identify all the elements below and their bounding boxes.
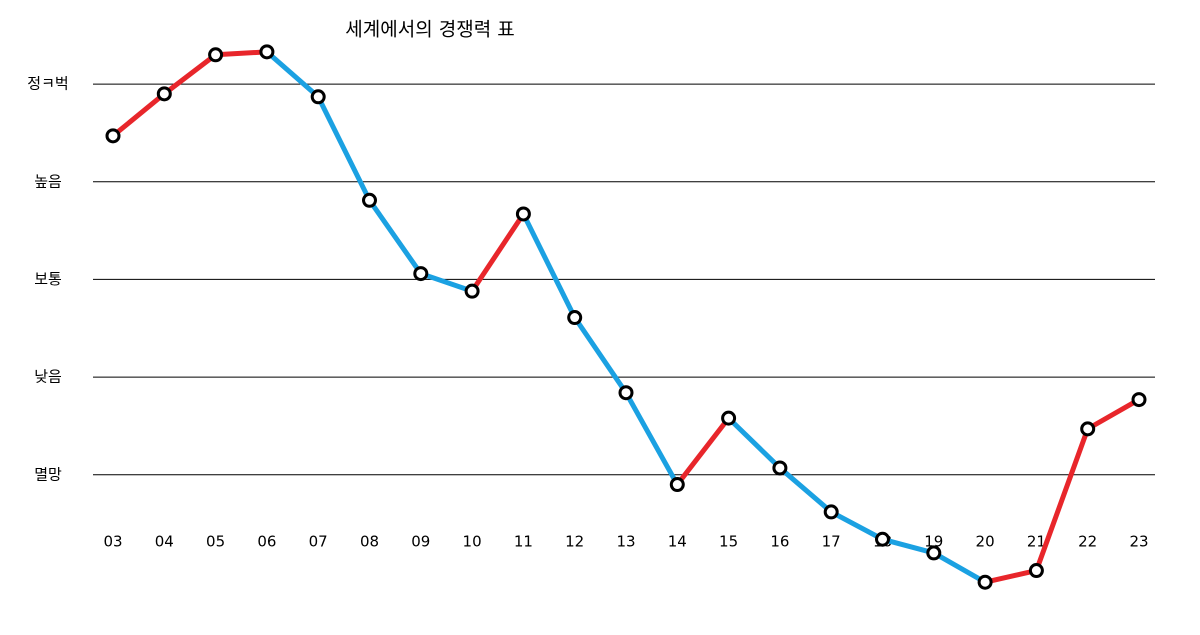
line-segment [674, 415, 732, 488]
y-tick-label: 정ㅋ벅 [27, 75, 68, 93]
data-point [669, 477, 685, 493]
data-point [413, 266, 429, 282]
line-segment [161, 52, 219, 97]
data-point [721, 410, 737, 426]
line-segment [110, 91, 167, 139]
x-tick-label: 04 [155, 533, 174, 551]
x-tick-label: 09 [411, 533, 430, 551]
x-tick-label: 10 [463, 533, 482, 551]
data-point [259, 44, 275, 60]
x-tick-label: 20 [976, 533, 995, 551]
x-tick-label: 08 [360, 533, 379, 551]
data-point [772, 460, 788, 476]
data-point [823, 504, 839, 520]
y-tick-label: 보통 [34, 270, 62, 288]
line-segment [418, 271, 475, 294]
data-point [567, 310, 583, 326]
data-point [156, 86, 172, 102]
x-tick-label: 16 [770, 533, 789, 551]
line-segment [1033, 426, 1091, 574]
data-point [515, 206, 531, 222]
line-segment [572, 315, 629, 396]
data-point [105, 128, 121, 144]
data-point [208, 47, 224, 63]
x-tick-label: 03 [103, 533, 122, 551]
x-tick-label: 12 [565, 533, 584, 551]
x-tick-label: 11 [514, 533, 533, 551]
line-segment [931, 550, 988, 585]
x-tick-label: 15 [719, 533, 738, 551]
x-tick-label: 06 [257, 533, 276, 551]
line-segment [315, 94, 372, 203]
line-segment [828, 509, 885, 542]
x-tick-label: 23 [1129, 533, 1148, 551]
line-segment [726, 415, 783, 471]
line-segment [623, 390, 680, 488]
line-segment [880, 536, 937, 556]
data-point [464, 283, 480, 299]
x-tick-label: 05 [206, 533, 225, 551]
y-tick-label: 높음 [34, 172, 62, 190]
data-point [618, 385, 634, 401]
data-point [875, 531, 890, 547]
y-tick-label: 멸망 [34, 465, 62, 483]
line-segment [213, 49, 270, 58]
data-point [977, 574, 993, 590]
x-tick-label: 22 [1078, 533, 1097, 551]
x-tick-label: 14 [668, 533, 687, 551]
x-tick-label: 19 [924, 533, 943, 551]
line-segment [777, 465, 834, 515]
x-tick-label: 17 [822, 533, 841, 551]
line-segment [982, 568, 1039, 585]
line-segment [264, 49, 321, 100]
line-segment [469, 211, 526, 294]
data-point [1028, 563, 1044, 579]
x-tick-label: 13 [616, 533, 635, 551]
line-segment [520, 211, 578, 321]
chart-title: 세계에서의 경쟁력 표 [345, 19, 514, 41]
x-tick-label: 07 [309, 533, 328, 551]
line-segment [1085, 397, 1142, 432]
data-point [926, 545, 942, 561]
x-tick-label: 21 [1027, 533, 1046, 551]
line-segment [367, 197, 424, 277]
data-point [1080, 421, 1096, 437]
data-point [1131, 392, 1147, 408]
y-tick-label: 낮음 [34, 368, 62, 386]
data-point [310, 89, 326, 105]
data-point [362, 192, 377, 208]
